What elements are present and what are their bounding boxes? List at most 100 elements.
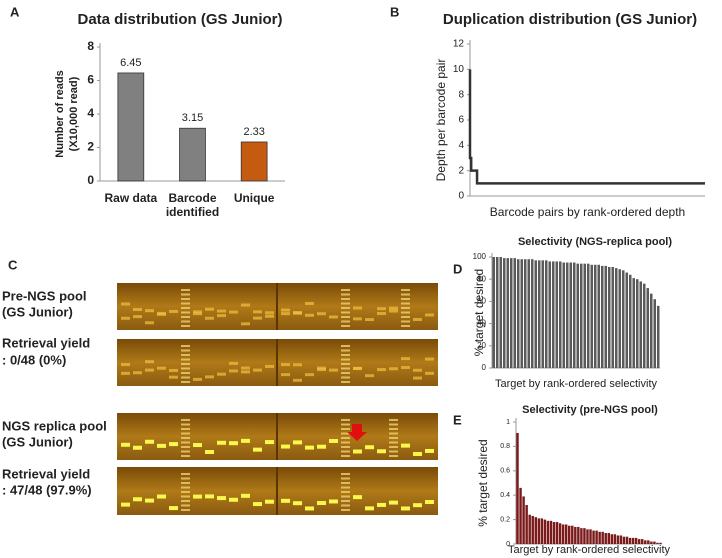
y-tick-label: 8 — [458, 89, 464, 100]
bar — [530, 259, 534, 368]
gel-band — [217, 496, 226, 501]
gel-band — [121, 502, 130, 507]
bar — [558, 523, 562, 544]
gel-band — [265, 364, 274, 368]
gel-band — [425, 371, 434, 375]
gel-label: NGS replica pool — [2, 418, 107, 433]
bar — [528, 514, 531, 544]
gel-band — [169, 375, 178, 379]
gel-ladder-band — [341, 307, 350, 309]
bar — [541, 260, 545, 368]
gel-ladder-band — [181, 354, 190, 356]
bar — [583, 263, 587, 368]
gel-ladder-band — [341, 349, 350, 352]
gel-band — [133, 371, 142, 375]
bar — [619, 535, 623, 544]
bar — [522, 496, 525, 544]
bar — [564, 524, 568, 544]
gel-band — [365, 445, 374, 450]
gel-label: Pre-NGS pool — [2, 288, 87, 303]
gel-ladder-band — [181, 486, 190, 489]
gel-ladder-band — [181, 477, 190, 480]
gel-ladder-band — [181, 358, 190, 361]
bar — [579, 263, 583, 368]
bar — [635, 279, 639, 368]
gel-ladder-band — [341, 509, 350, 511]
gel-ladder-band — [341, 363, 350, 365]
gel-band — [253, 310, 262, 314]
gel-band — [401, 357, 410, 361]
bar — [240, 141, 268, 182]
gel-ladder-band — [341, 376, 350, 379]
bar — [576, 263, 580, 368]
gel-band — [293, 363, 302, 367]
bar — [653, 299, 657, 368]
bar — [637, 539, 641, 544]
bar — [577, 526, 580, 544]
gel-band — [305, 445, 314, 450]
y-tick-label: 0.4 — [500, 492, 510, 499]
gel-ladder-band — [389, 419, 398, 421]
gel-band — [193, 312, 202, 316]
gel-ladder-band — [341, 358, 350, 361]
bar — [509, 258, 513, 368]
bar — [555, 261, 559, 368]
gel-band — [305, 506, 314, 511]
gel-label: : 47/48 (97.9%) — [2, 482, 92, 497]
y-tick-label: 40 — [477, 319, 486, 328]
line — [468, 69, 705, 185]
bar — [649, 293, 653, 368]
gel-band — [241, 370, 250, 374]
gel-ladder-band — [389, 455, 398, 457]
bar — [572, 262, 576, 368]
gel-ladder-band — [341, 367, 350, 370]
gel-band — [317, 312, 326, 316]
gel-band — [413, 368, 422, 372]
gel-ladder-band — [181, 432, 190, 435]
gel-label: (GS Junior) — [2, 304, 73, 319]
x-axis-label: Target by rank-ordered selectivity — [495, 378, 658, 390]
gel-ladder-band — [181, 428, 190, 430]
bar — [562, 262, 566, 368]
gel-ladder-band — [181, 345, 190, 347]
bar — [586, 529, 589, 544]
gel-ladder-band — [341, 504, 350, 507]
bar — [628, 537, 632, 544]
bar — [604, 265, 608, 368]
y-tick-label: 4 — [87, 106, 94, 120]
bar — [516, 259, 520, 368]
gel-band — [229, 497, 238, 502]
gel-band — [157, 494, 166, 499]
gel-ladder-band — [401, 311, 410, 314]
gel-ladder-band — [341, 325, 350, 327]
bar — [549, 520, 553, 544]
bar — [614, 268, 618, 368]
gel-band — [145, 360, 154, 364]
gel-band — [229, 361, 238, 365]
gel-band — [145, 321, 154, 325]
bar — [534, 517, 537, 544]
gel-band — [265, 440, 274, 445]
gel-ladder-band — [181, 500, 190, 502]
value-label: 3.15 — [182, 112, 203, 124]
gel-ladder-band — [341, 477, 350, 480]
gel-ladder-band — [181, 446, 190, 448]
gel-band — [353, 495, 362, 500]
gel-label: : 0/48 (0%) — [2, 352, 66, 367]
gel-ladder-band — [181, 316, 190, 318]
gel-band — [241, 303, 250, 307]
y-axis-label: Depth per barcode pair — [434, 59, 448, 182]
gel-label: Retrieval yield — [2, 466, 90, 481]
gel-band — [229, 441, 238, 446]
bar — [641, 539, 644, 544]
bar — [646, 288, 650, 368]
gel-band — [377, 502, 386, 507]
gel-band — [281, 363, 290, 367]
gel-band — [217, 309, 226, 313]
gel-band — [205, 316, 214, 320]
panel-letter: B — [390, 4, 399, 19]
gel-ladder-band — [341, 423, 350, 426]
bar — [590, 264, 594, 368]
y-tick-label: 0 — [482, 363, 487, 372]
bar — [647, 540, 650, 544]
